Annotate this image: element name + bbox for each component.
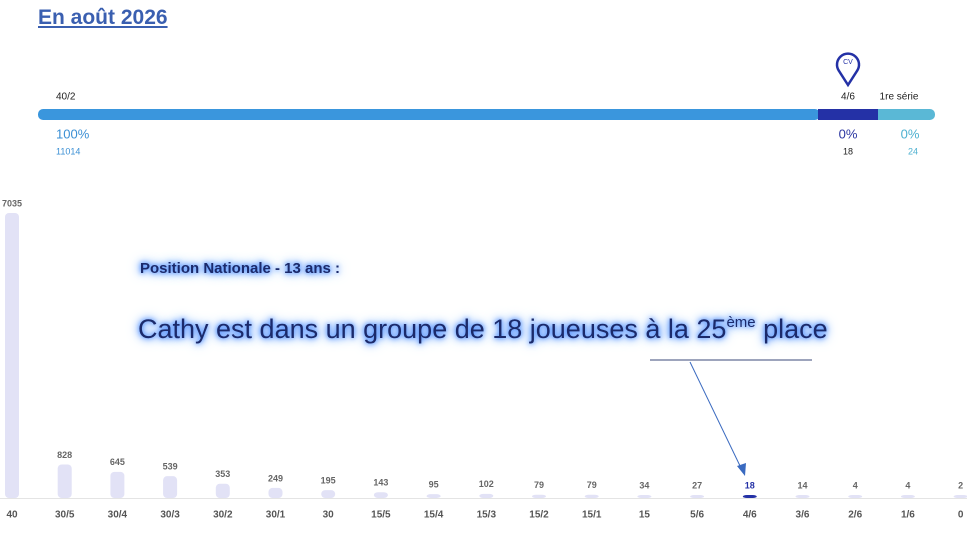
segment-label: 40/2: [56, 92, 76, 103]
bar: [742, 495, 757, 498]
segment-count: 18: [843, 146, 853, 156]
bar: [110, 471, 125, 498]
bar: [532, 494, 546, 498]
value-label: 34: [639, 480, 649, 490]
progress-segment: [878, 109, 935, 120]
annotation-text: place: [755, 314, 828, 344]
bar: [268, 487, 283, 498]
bar: [584, 494, 599, 498]
segment-percent: 0%: [839, 126, 858, 141]
x-tick-label: 3/6: [796, 510, 810, 521]
x-tick-label: 30: [323, 510, 335, 521]
x-tick-label: 30/1: [266, 510, 286, 521]
segment-label: 1re série: [880, 92, 919, 103]
segment-percent: 0%: [901, 126, 920, 141]
progress-segment: [878, 109, 888, 120]
bar: [900, 495, 915, 498]
annotation-main: Cathy est dans un groupe de 18 joueuses …: [138, 314, 828, 345]
bar: [57, 464, 72, 498]
x-tick-label: 4/6: [743, 510, 757, 521]
value-label: 79: [587, 480, 597, 490]
page-title: En août 2026: [38, 6, 168, 29]
progress-segment: [818, 109, 878, 120]
value-label: 4: [853, 480, 858, 490]
value-label: 18: [745, 480, 755, 490]
bar: [795, 495, 810, 498]
arrow-head: [737, 463, 746, 476]
value-label: 4: [905, 480, 910, 490]
progress-segment: [38, 109, 820, 120]
segment-count: 11014: [56, 146, 80, 156]
marker-label: CV: [843, 59, 853, 66]
bar: [479, 493, 494, 498]
value-label: 2: [958, 480, 963, 490]
segment-label: 4/6: [841, 92, 855, 103]
x-tick-label: 40: [6, 510, 18, 521]
value-label: 539: [163, 462, 178, 472]
bar: [848, 495, 863, 498]
value-label: 143: [373, 478, 388, 488]
value-label: 249: [268, 473, 283, 483]
value-label: 27: [692, 480, 702, 490]
value-label: 195: [321, 475, 336, 485]
value-label: 7035: [2, 198, 22, 208]
marker-pin: [835, 52, 861, 88]
x-tick-label: 30/5: [55, 510, 75, 521]
x-tick-label: 15/5: [371, 510, 391, 521]
bar: [5, 213, 19, 498]
bar: [953, 495, 967, 498]
value-label: 645: [110, 457, 125, 467]
x-tick-label: 30/3: [160, 510, 180, 521]
bar: [163, 476, 178, 498]
value-label: 353: [215, 469, 230, 479]
value-label: 828: [57, 450, 72, 460]
value-label: 79: [534, 480, 544, 490]
x-tick-label: 0: [958, 510, 964, 521]
bar: [690, 495, 705, 498]
bar: [637, 495, 652, 498]
bar: [373, 492, 388, 498]
segment-percent: 100%: [56, 126, 90, 141]
x-tick-label: 15/2: [529, 510, 549, 521]
value-label: 95: [429, 480, 439, 490]
x-tick-label: 2/6: [848, 510, 862, 521]
x-tick-label: 15/1: [582, 510, 602, 521]
x-tick-label: 15/3: [477, 510, 497, 521]
bar: [321, 490, 336, 498]
x-tick-label: 1/6: [901, 510, 915, 521]
segment-count: 24: [908, 146, 918, 156]
bar: [426, 494, 441, 498]
value-label: 14: [797, 480, 807, 490]
x-tick-label: 30/2: [213, 510, 233, 521]
annotation-sup: ème: [726, 314, 756, 331]
annotation-subtitle: Position Nationale - 13 ans :: [140, 260, 341, 277]
x-tick-label: 30/4: [108, 510, 128, 521]
x-tick-label: 15: [639, 510, 651, 521]
x-tick-label: 15/4: [424, 510, 444, 521]
annotation-text: Cathy est dans un groupe de 18 joueuses …: [138, 314, 727, 344]
bar: [215, 483, 230, 498]
annotation-arrow: [689, 361, 743, 471]
x-tick-label: 5/6: [690, 510, 704, 521]
value-label: 102: [479, 479, 494, 489]
